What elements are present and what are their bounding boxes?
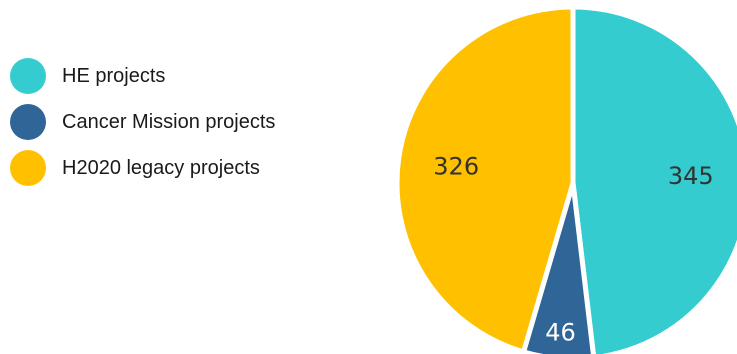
- pie-value-label-cancer-mission-projects: 46: [545, 318, 576, 346]
- legend-item-cancer-mission-projects: Cancer Mission projects: [10, 104, 275, 140]
- pie-value-label-he-projects: 345: [668, 162, 714, 190]
- legend-item-h2020-legacy-projects: H2020 legacy projects: [10, 150, 275, 186]
- pie-value-label-h2020-legacy-projects: 326: [433, 152, 479, 180]
- legend-item-he-projects: HE projects: [10, 58, 275, 94]
- pie-slice-h2020-legacy-projects: [394, 4, 576, 354]
- legend-label-h2020-legacy-projects: H2020 legacy projects: [62, 156, 260, 179]
- legend-label-he-projects: HE projects: [62, 64, 166, 87]
- legend: HE projects Cancer Mission projects H202…: [10, 58, 275, 196]
- legend-swatch-h2020-legacy-projects: [10, 150, 46, 186]
- pie-slice-he-projects: [570, 4, 737, 354]
- legend-label-cancer-mission-projects: Cancer Mission projects: [62, 110, 276, 133]
- legend-swatch-he-projects: [10, 58, 46, 94]
- legend-swatch-cancer-mission-projects: [10, 104, 46, 140]
